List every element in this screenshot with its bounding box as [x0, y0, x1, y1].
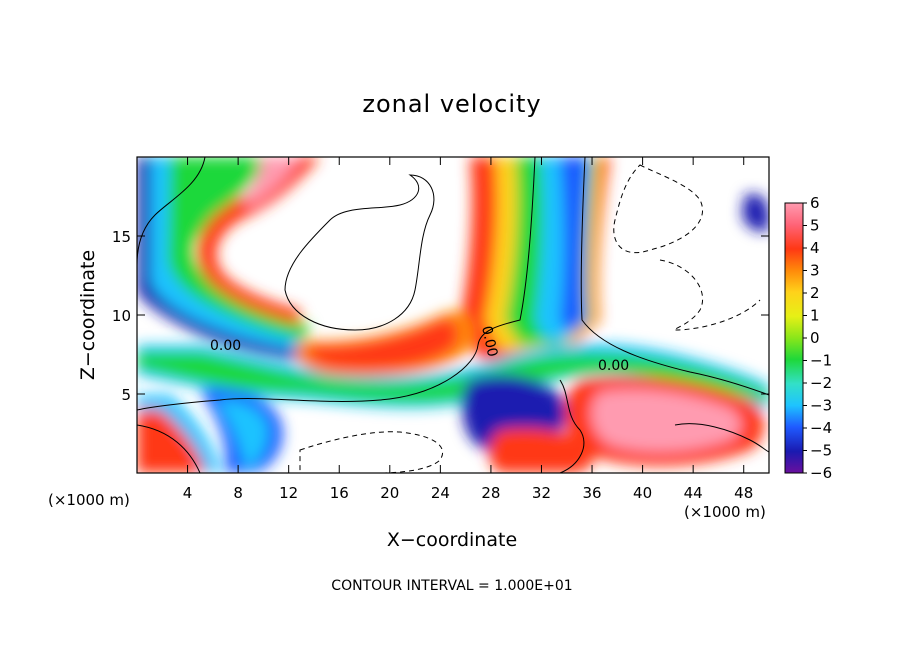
colorbar: 6 5 4 3 2 1 0 −1 −2 −3 −4 −5 −6: [784, 194, 832, 482]
y-unit-label: (×1000 m): [48, 491, 130, 509]
colorbar-tick-label: −2: [810, 374, 832, 392]
colorbar-tick-label: −3: [810, 397, 832, 415]
y-axis-label: Z−coordinate: [77, 250, 99, 380]
x-tick-label: 48: [734, 484, 753, 502]
colorbar-tick-label: −6: [810, 464, 832, 482]
x-tick-label: 40: [633, 484, 652, 502]
x-tick-label: 36: [582, 484, 601, 502]
velocity-field: 0.00 0.00 0.00: [137, 157, 769, 473]
x-axis-ticks: 4 8 12 16 20 24 28 32 36 40 44 48: [183, 157, 753, 502]
contour-label-center: 0.00: [478, 325, 500, 359]
colorbar-tick-label: 1: [810, 307, 820, 325]
colorbar-tick-label: 2: [810, 284, 820, 302]
y-tick-label: 10: [112, 307, 131, 325]
colorbar-tick-label: 0: [810, 329, 820, 347]
x-tick-label: 4: [183, 484, 193, 502]
colorbar-tick-label: 4: [810, 239, 820, 257]
chart-title: zonal velocity: [362, 90, 541, 118]
y-tick-label: 15: [112, 228, 131, 246]
x-tick-label: 44: [684, 484, 703, 502]
x-unit-label: (×1000 m): [684, 503, 766, 521]
x-tick-label: 8: [233, 484, 243, 502]
colorbar-tick-label: −1: [810, 352, 832, 370]
x-tick-label: 12: [279, 484, 298, 502]
contour-label-left: 0.00: [210, 338, 241, 354]
colorbar-tick-label: −5: [810, 442, 832, 460]
x-tick-label: 32: [532, 484, 551, 502]
x-tick-label: 20: [380, 484, 399, 502]
x-tick-label: 24: [431, 484, 450, 502]
colorbar-ticks: 6 5 4 3 2 1 0 −1 −2 −3 −4 −5 −6: [803, 194, 832, 482]
colorbar-tick-label: 3: [810, 262, 820, 280]
y-axis-ticks: 5 10 15: [112, 228, 769, 404]
colorbar-tick-label: −4: [810, 419, 832, 437]
colorbar-tick-label: 5: [810, 217, 820, 235]
x-tick-label: 28: [481, 484, 500, 502]
contour-interval-note: CONTOUR INTERVAL = 1.000E+01: [331, 578, 572, 594]
y-tick-label: 5: [121, 386, 131, 404]
x-tick-label: 16: [330, 484, 349, 502]
colorbar-tick-label: 6: [810, 194, 820, 212]
x-axis-label: X−coordinate: [387, 529, 517, 551]
contour-label-right: 0.00: [598, 358, 629, 374]
